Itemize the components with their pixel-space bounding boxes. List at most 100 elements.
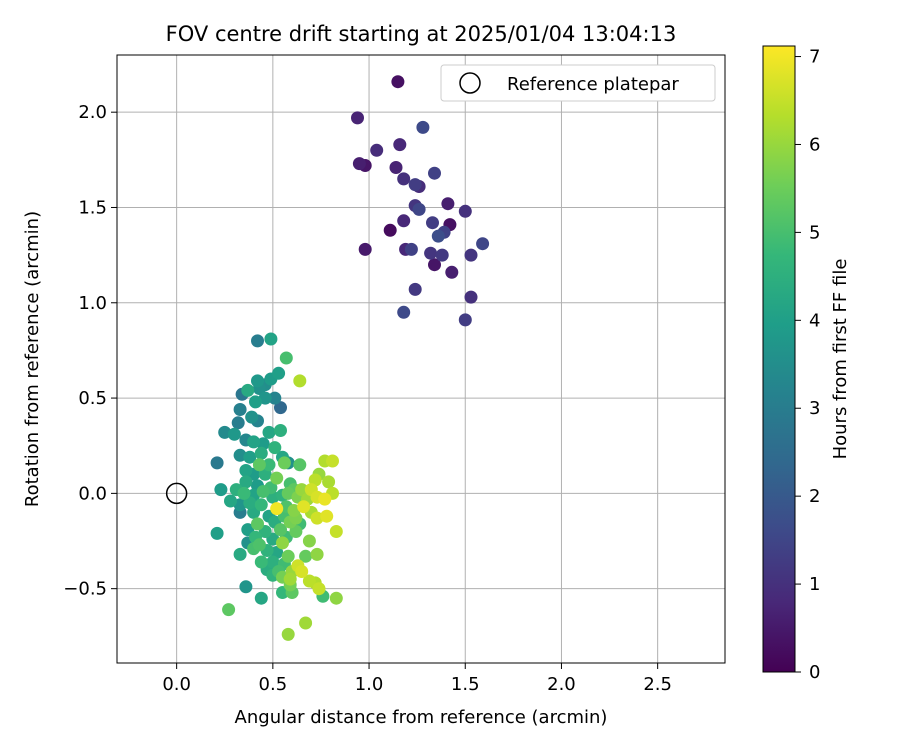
data-point	[293, 374, 307, 388]
data-point	[279, 351, 293, 365]
data-point	[297, 500, 311, 514]
data-point	[233, 448, 247, 462]
data-point	[293, 458, 307, 472]
data-point	[295, 483, 309, 497]
data-point	[277, 456, 291, 470]
y-axis-label: Rotation from reference (arcmin)	[22, 211, 43, 507]
data-point	[299, 616, 313, 630]
data-point	[268, 441, 282, 455]
colorbar-tick-label: 3	[809, 398, 820, 419]
data-point	[222, 603, 236, 617]
data-point	[270, 471, 284, 485]
data-point	[397, 214, 411, 228]
data-point	[370, 143, 384, 157]
legend: Reference platepar	[440, 64, 716, 102]
reference-point	[165, 482, 188, 505]
data-point	[352, 157, 366, 171]
data-point	[274, 401, 287, 415]
colorbar-tick-label: 5	[809, 222, 820, 243]
data-point	[256, 485, 270, 498]
y-tick-label: 0.0	[78, 483, 107, 504]
data-point	[251, 517, 264, 531]
x-tick-label: 0.5	[259, 674, 288, 695]
x-tick-label: 1.0	[355, 674, 384, 695]
legend-box	[440, 64, 716, 102]
colorbar-tick-label: 7	[809, 47, 820, 68]
data-point	[218, 425, 232, 439]
data-point	[310, 547, 324, 561]
colorbar	[762, 45, 796, 673]
data-point	[441, 197, 455, 211]
data-point	[351, 111, 364, 125]
data-point	[270, 502, 284, 516]
data-point	[302, 534, 316, 548]
data-point	[281, 549, 295, 563]
data-point	[262, 425, 276, 439]
y-tick-label: 0.5	[78, 388, 107, 409]
data-point	[254, 446, 268, 460]
x-axis-label: Angular distance from reference (arcmin)	[235, 707, 608, 728]
data-point	[254, 555, 268, 569]
data-point	[254, 498, 268, 512]
colorbar-tick-label: 2	[809, 486, 820, 507]
data-point	[391, 75, 405, 89]
colorbar-tick-label: 0	[809, 662, 820, 683]
plot-area	[117, 55, 725, 663]
colorbar-label: Hours from first FF file	[830, 259, 851, 460]
data-point	[227, 427, 241, 441]
x-tick-label: 2.5	[643, 674, 672, 695]
data-point	[274, 424, 287, 437]
data-point	[302, 574, 316, 588]
data-point	[243, 496, 257, 510]
data-point	[322, 475, 336, 489]
y-tick-label: 2.0	[78, 102, 107, 123]
data-point	[241, 383, 255, 397]
data-point	[266, 555, 280, 569]
data-point	[383, 223, 397, 237]
data-point	[404, 242, 418, 256]
colorbar-ticks: 0 1 2 3 4 5 6 7	[795, 47, 820, 683]
data-point	[412, 202, 426, 216]
data-point	[312, 582, 326, 596]
data-point	[397, 172, 411, 186]
y-tick-label: −0.5	[63, 579, 107, 600]
data-point	[289, 525, 303, 538]
x-tick-label: 2.0	[547, 674, 576, 695]
data-point	[239, 580, 253, 594]
data-point	[233, 403, 247, 416]
data-point	[262, 458, 276, 472]
data-point	[281, 627, 295, 641]
data-point	[274, 523, 287, 537]
data-point	[276, 536, 289, 550]
data-point	[299, 549, 313, 563]
y-tick-label: 1.5	[78, 197, 107, 218]
x-tick-label: 0.0	[162, 674, 191, 695]
data-point	[329, 525, 343, 538]
data-point	[431, 229, 445, 243]
data-point	[318, 492, 332, 506]
data-point	[264, 332, 278, 346]
data-point	[358, 242, 372, 256]
data-point	[326, 454, 339, 468]
data-point	[224, 494, 237, 508]
data-point	[426, 216, 439, 230]
data-point	[458, 313, 472, 327]
y-tick-label: 1.0	[78, 293, 107, 314]
data-point	[283, 572, 297, 586]
data-point	[254, 591, 268, 605]
data-point	[320, 509, 334, 523]
chart-title: FOV centre drift starting at 2025/01/04 …	[166, 22, 677, 46]
data-point	[243, 450, 257, 464]
x-axis-ticks: 0.0 0.5 1.0 1.5 2.0 2.5	[162, 663, 672, 695]
plot-frame	[116, 54, 726, 664]
data-point	[252, 538, 266, 552]
colorbar-tick-label: 1	[809, 574, 820, 595]
data-point	[252, 458, 266, 472]
data-point	[210, 526, 224, 540]
colorbar-tick-label: 4	[809, 310, 820, 331]
legend-label: Reference platepar	[507, 74, 679, 95]
data-point	[329, 591, 343, 605]
data-point	[251, 374, 264, 388]
data-point	[214, 483, 228, 497]
